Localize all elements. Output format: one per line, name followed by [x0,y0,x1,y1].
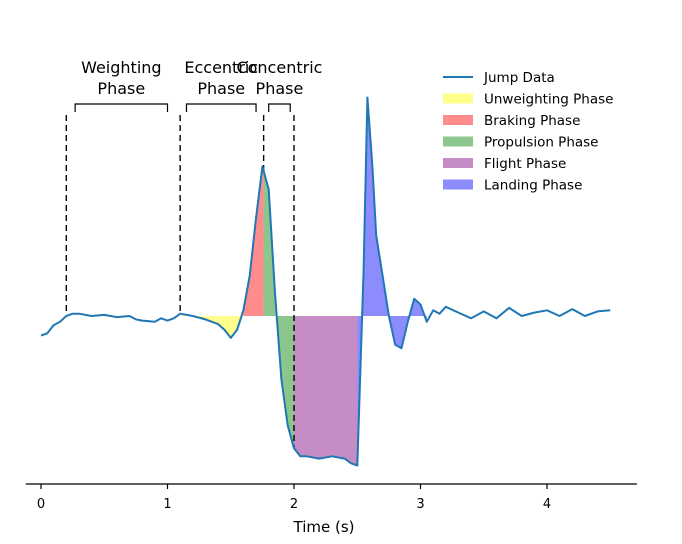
landing-phase-fill [357,97,427,466]
legend-label-unweighting-phase: Unweighting Phase [484,92,613,108]
x-tick-label: 4 [543,497,551,512]
phase-fills [180,97,427,466]
x-tick-label: 3 [416,497,424,512]
phase-markers [65,115,295,449]
phase-bracket [74,103,169,112]
phase-label-line: Concentric [236,58,322,77]
phase-label: Weighting Phase [81,58,161,98]
legend-swatch-braking-phase [443,115,473,125]
legend-swatch-landing-phase [443,179,473,190]
phase-label: Eccentric Phase [184,58,258,98]
x-tick-label: 1 [163,497,171,512]
legend-label-flight-phase: Flight Phase [484,156,566,172]
legend-label-jump-data: Jump Data [483,70,555,86]
x-tick-label: 0 [37,497,45,512]
phase-annotations: Weighting Phase Eccentric Phase Concentric Ph… [74,58,322,112]
legend-swatch-flight-phase [443,158,473,168]
flight-phase-fill [294,316,358,466]
phase-label-line: Eccentric [184,58,258,77]
x-axis: 0 1 2 3 4 [25,483,637,512]
legend-label-propulsion-phase: Propulsion Phase [484,135,599,151]
legend-swatch-propulsion-phase [443,136,473,147]
phase-bracket [268,103,291,112]
legend-label-braking-phase: Braking Phase [484,113,580,129]
legend-swatch-unweighting-phase [443,93,473,104]
x-tick-label: 2 [290,497,298,512]
phase-label: Concentric Phase [236,58,322,98]
phase-bracket [185,103,257,112]
phase-label-line: Weighting [81,58,161,77]
jump-data-line [40,96,611,467]
propulsion-phase-fill [263,171,294,449]
legend: Jump Data Unweighting Phase Braking Phase P… [443,70,613,194]
x-axis-title: Time (s) [293,518,355,536]
series-lines [40,96,611,467]
unweighting-phase-fill [180,310,244,338]
phase-label-line: Phase [197,79,245,98]
phase-label-line: Phase [97,79,145,98]
legend-label-landing-phase: Landing Phase [484,178,582,194]
phase-label-line: Phase [256,79,304,98]
